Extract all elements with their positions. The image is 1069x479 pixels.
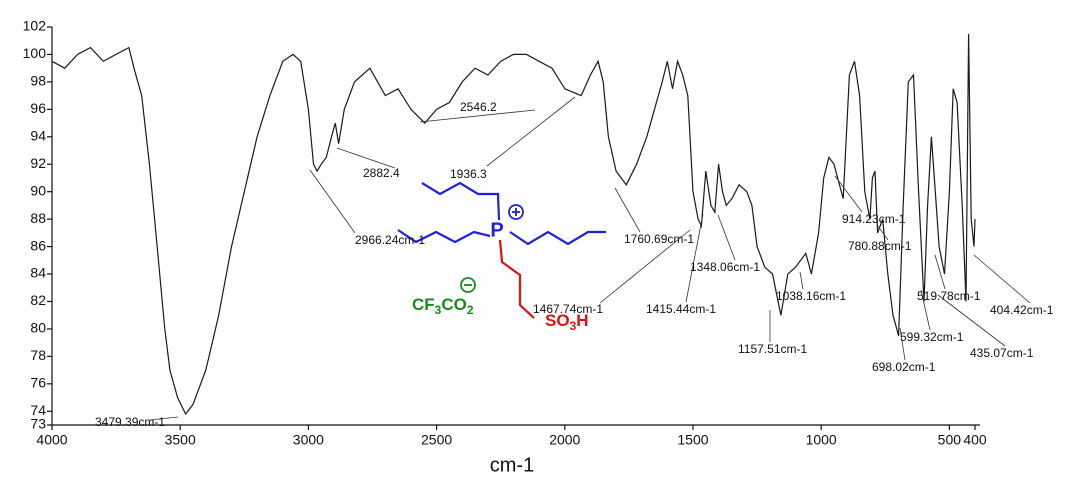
annotation: 1038.16cm-1 (776, 289, 846, 303)
y-tick-label: 74 (30, 402, 46, 418)
y-tick-label: 96 (30, 100, 46, 116)
x-tick-label: 1000 (806, 432, 837, 448)
annotation-leader (685, 213, 704, 303)
y-tick-label: 82 (30, 292, 46, 308)
annotation: 1467.74cm-1 (533, 302, 603, 316)
y-tick-label: 98 (30, 73, 46, 89)
formula-part: CO (441, 295, 467, 314)
x-tick-label: 500 (938, 432, 962, 448)
annotation: 1348.06cm-1 (690, 260, 760, 274)
annotation-leader (920, 289, 931, 331)
annotation-leader (937, 294, 1006, 347)
x-tick-label: 3500 (165, 432, 196, 448)
charge-minus (460, 277, 476, 293)
formula-subscript: 3 (435, 303, 442, 317)
annotation: 2966.24cm-1 (355, 233, 425, 247)
y-tick-label: 90 (30, 182, 46, 198)
anion: CF3CO2 (412, 295, 474, 317)
y-tick-label: 100 (23, 45, 47, 61)
y-tick-label: 84 (30, 265, 46, 281)
annotation-leader (614, 187, 641, 233)
x-tick-label: 400 (963, 432, 987, 448)
x-axis-label: cm-1 (490, 454, 534, 476)
annotation: 1157.51cm-1 (738, 342, 807, 356)
annotation: 698.02cm-1 (872, 360, 936, 374)
formula-part: CF (412, 295, 435, 314)
annotation: 780.88cm-1 (848, 239, 912, 253)
spectrum-line (51, 33, 976, 416)
acid-group: SO3H (545, 311, 589, 333)
annotation: 404.42cm-1 (990, 303, 1054, 317)
y-tick-label: 86 (30, 237, 46, 253)
charge-plus (508, 204, 524, 220)
annotation: 1936.3 (450, 167, 487, 181)
y-tick-label: 76 (30, 375, 46, 391)
annotation-leader (419, 109, 536, 123)
annotation: 435.07cm-1 (970, 346, 1034, 360)
x-tick-label: 4000 (36, 432, 67, 448)
annotation: 1760.69cm-1 (624, 232, 694, 246)
formula-part: H (576, 311, 588, 330)
annotation: 599.32cm-1 (900, 330, 964, 344)
annotation-leader (309, 169, 356, 234)
y-tick-label: 102 (23, 18, 47, 34)
x-tick-label: 2500 (421, 432, 452, 448)
annotation-leader (934, 254, 946, 290)
y-tick-label: 92 (30, 155, 46, 171)
annotation-leader (973, 254, 1031, 304)
y-tick-label: 80 (30, 320, 46, 336)
y-tick-label: 78 (30, 347, 46, 363)
annotation: 2882.4 (363, 166, 400, 180)
structure-bonds (397, 181, 606, 319)
annotation-leader (799, 271, 804, 290)
annotation-leader (599, 229, 691, 304)
y-tick-label: 88 (30, 210, 46, 226)
formula-subscript: 3 (570, 319, 577, 333)
annotation-leader (834, 175, 863, 213)
formula-part: SO (545, 311, 570, 330)
annotation: 914.23cm-1 (842, 212, 906, 226)
annotation-leader (877, 225, 889, 241)
x-tick-label: 2000 (549, 432, 580, 448)
y-tick-label: 94 (30, 127, 46, 143)
annotation-leader (717, 214, 736, 261)
x-tick-label: 3000 (293, 432, 324, 448)
annotation-leader (149, 416, 179, 421)
y-tick-label: 73 (30, 416, 46, 432)
annotation: 3479.39cm-1 (95, 415, 165, 429)
annotation-leader (486, 96, 576, 167)
cation-atom: P (490, 219, 503, 241)
annotation: 1415.44cm-1 (646, 302, 716, 316)
annotation: 2546.2 (460, 100, 497, 114)
x-tick-label: 1500 (677, 432, 708, 448)
annotation-leader (899, 327, 906, 361)
formula-subscript: 2 (467, 303, 474, 317)
annotation: 519.78cm-1 (917, 289, 981, 303)
annotation-leader (336, 147, 396, 169)
